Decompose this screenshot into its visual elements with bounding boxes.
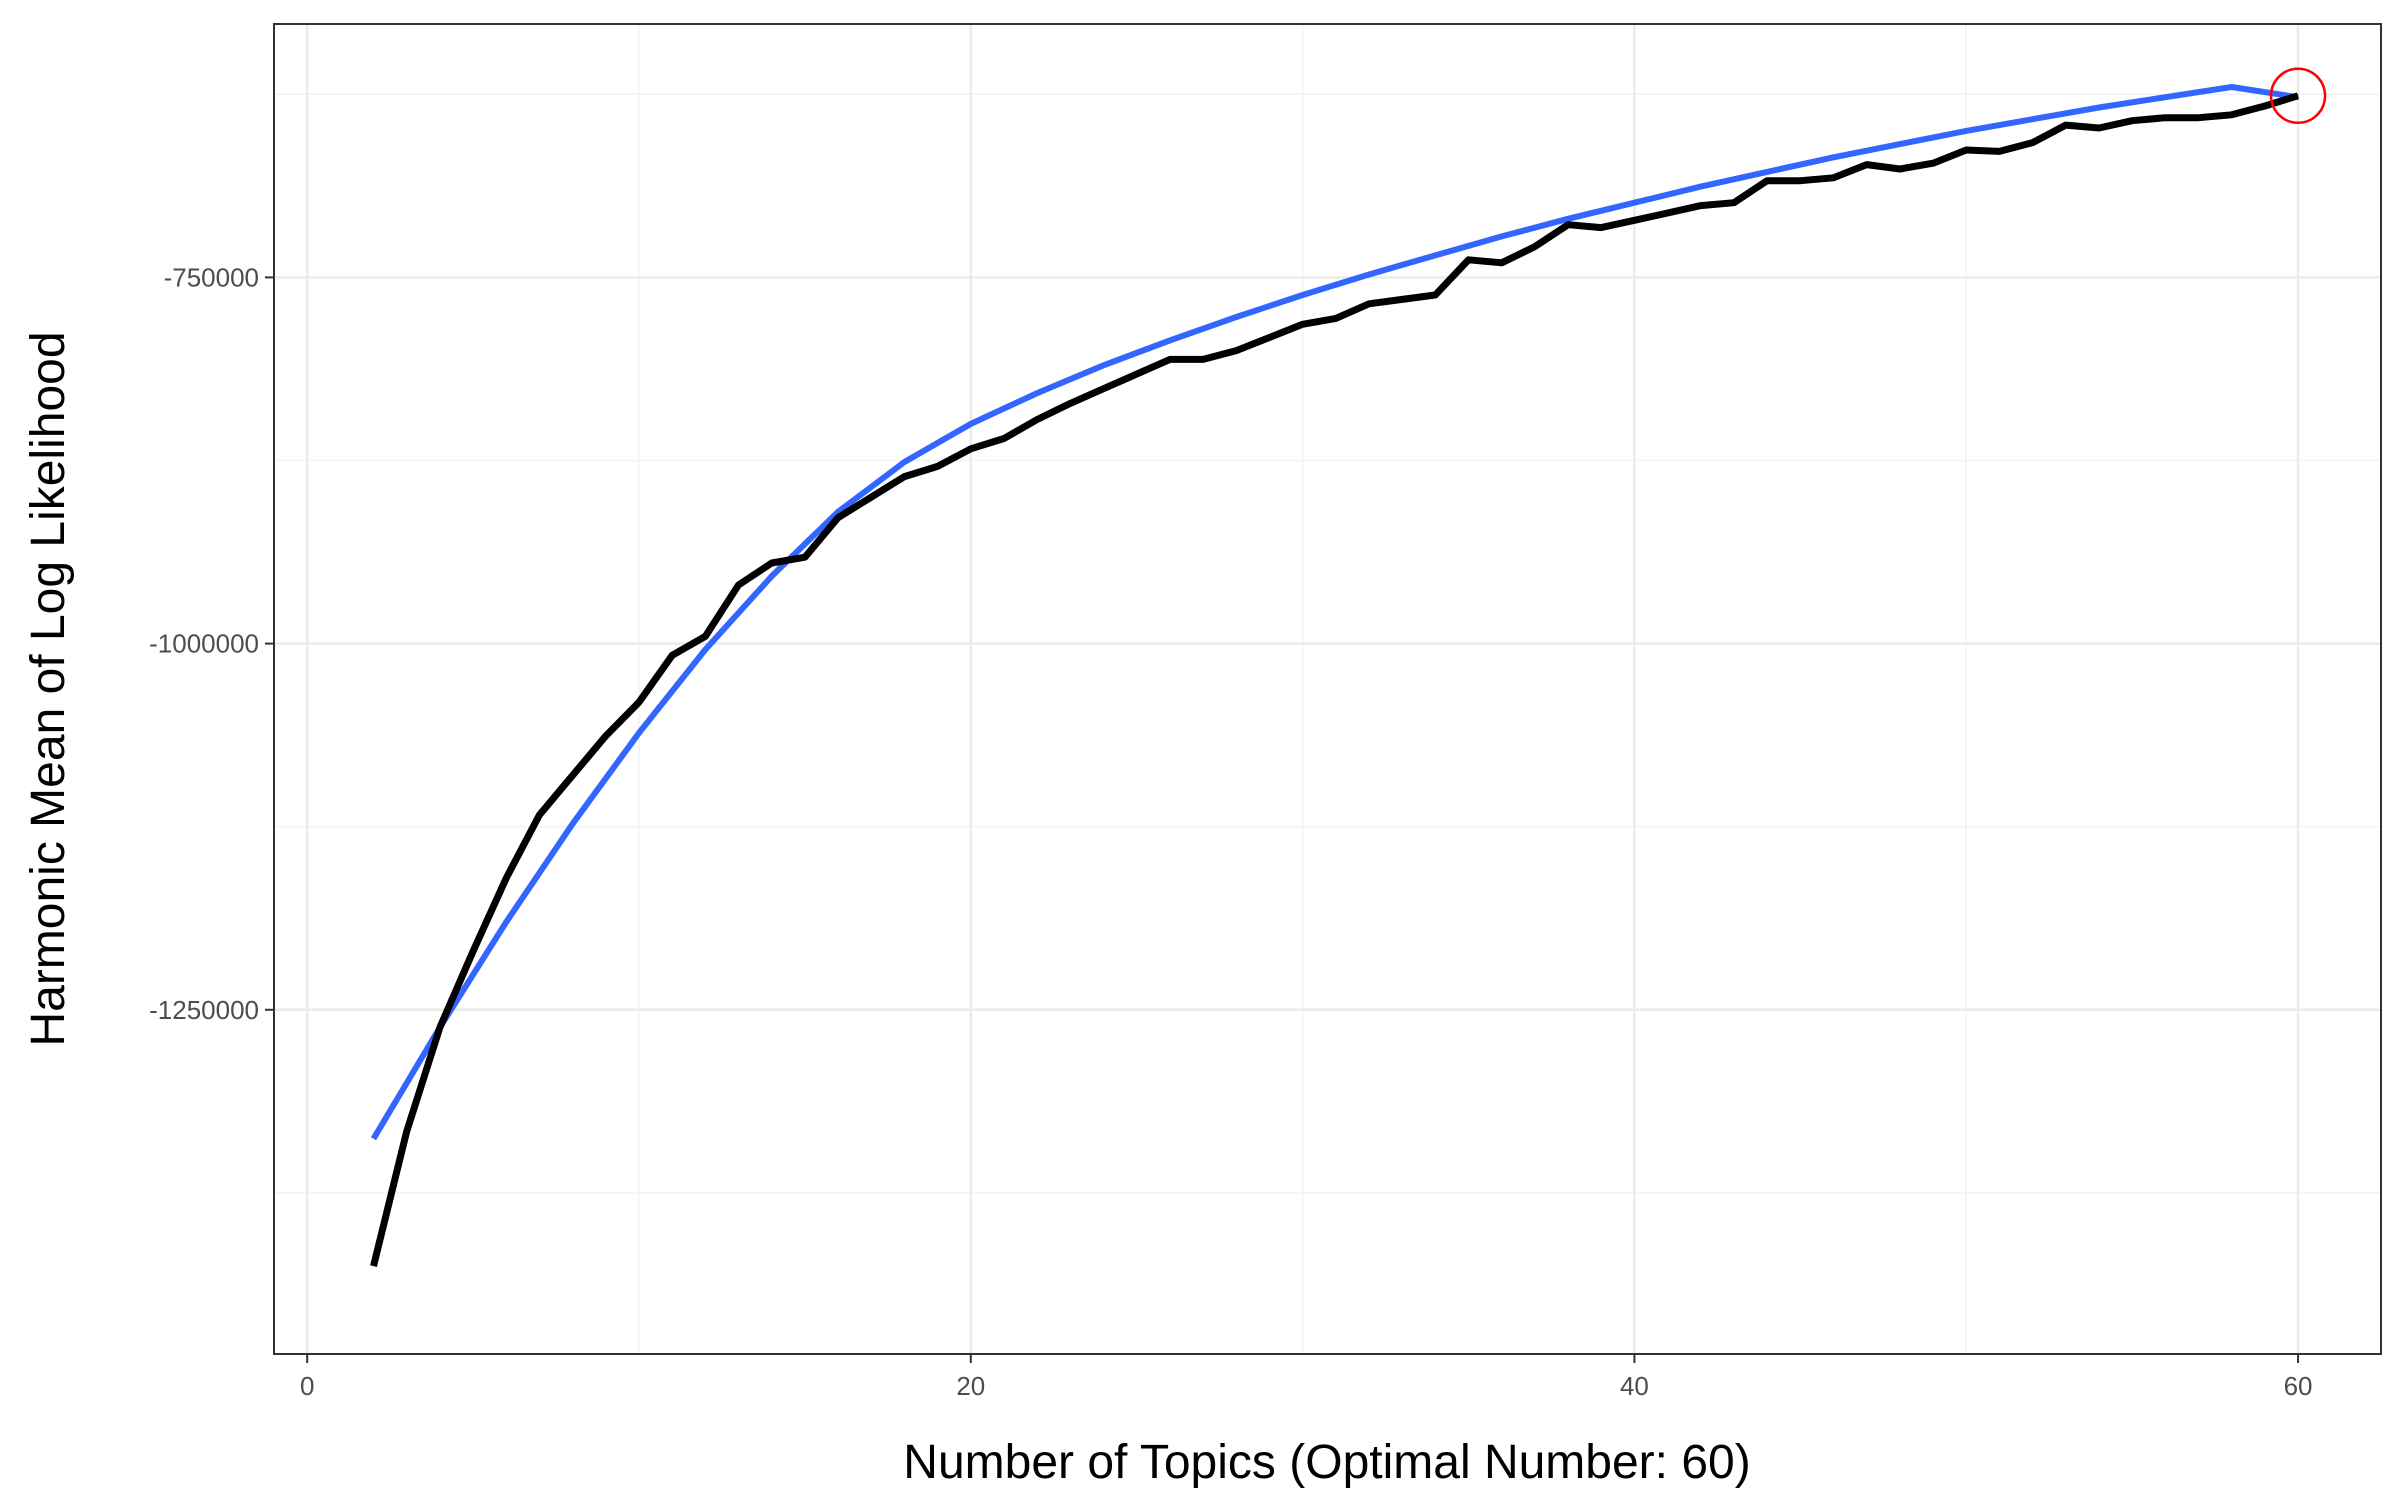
y-axis-title: Harmonic Mean of Log Likelihood bbox=[22, 331, 75, 1046]
x-tick-label: 40 bbox=[1620, 1371, 1649, 1401]
smoothed-fit-line bbox=[370, 84, 2299, 1141]
panel-border bbox=[273, 23, 2382, 1355]
y-tick-label: -750000 bbox=[164, 262, 259, 292]
x-axis-title: Number of Topics (Optimal Number: 60) bbox=[903, 1436, 1750, 1489]
highlight-layer bbox=[2269, 67, 2327, 125]
x-tick-label: 0 bbox=[300, 1371, 314, 1401]
axis-ticks: 0 20 40 60 -1250000 -1000000 -750000 bbox=[149, 262, 2312, 1401]
optimal-point-marker bbox=[2269, 67, 2327, 125]
x-tick-label: 20 bbox=[956, 1371, 985, 1401]
series-lines bbox=[370, 84, 2300, 1267]
grid-lines bbox=[274, 24, 2381, 1354]
x-tick-label: 60 bbox=[2284, 1371, 2313, 1401]
log-likelihood-line bbox=[370, 92, 2300, 1267]
y-tick-label: -1250000 bbox=[149, 995, 259, 1025]
y-tick-label: -1000000 bbox=[149, 629, 259, 659]
